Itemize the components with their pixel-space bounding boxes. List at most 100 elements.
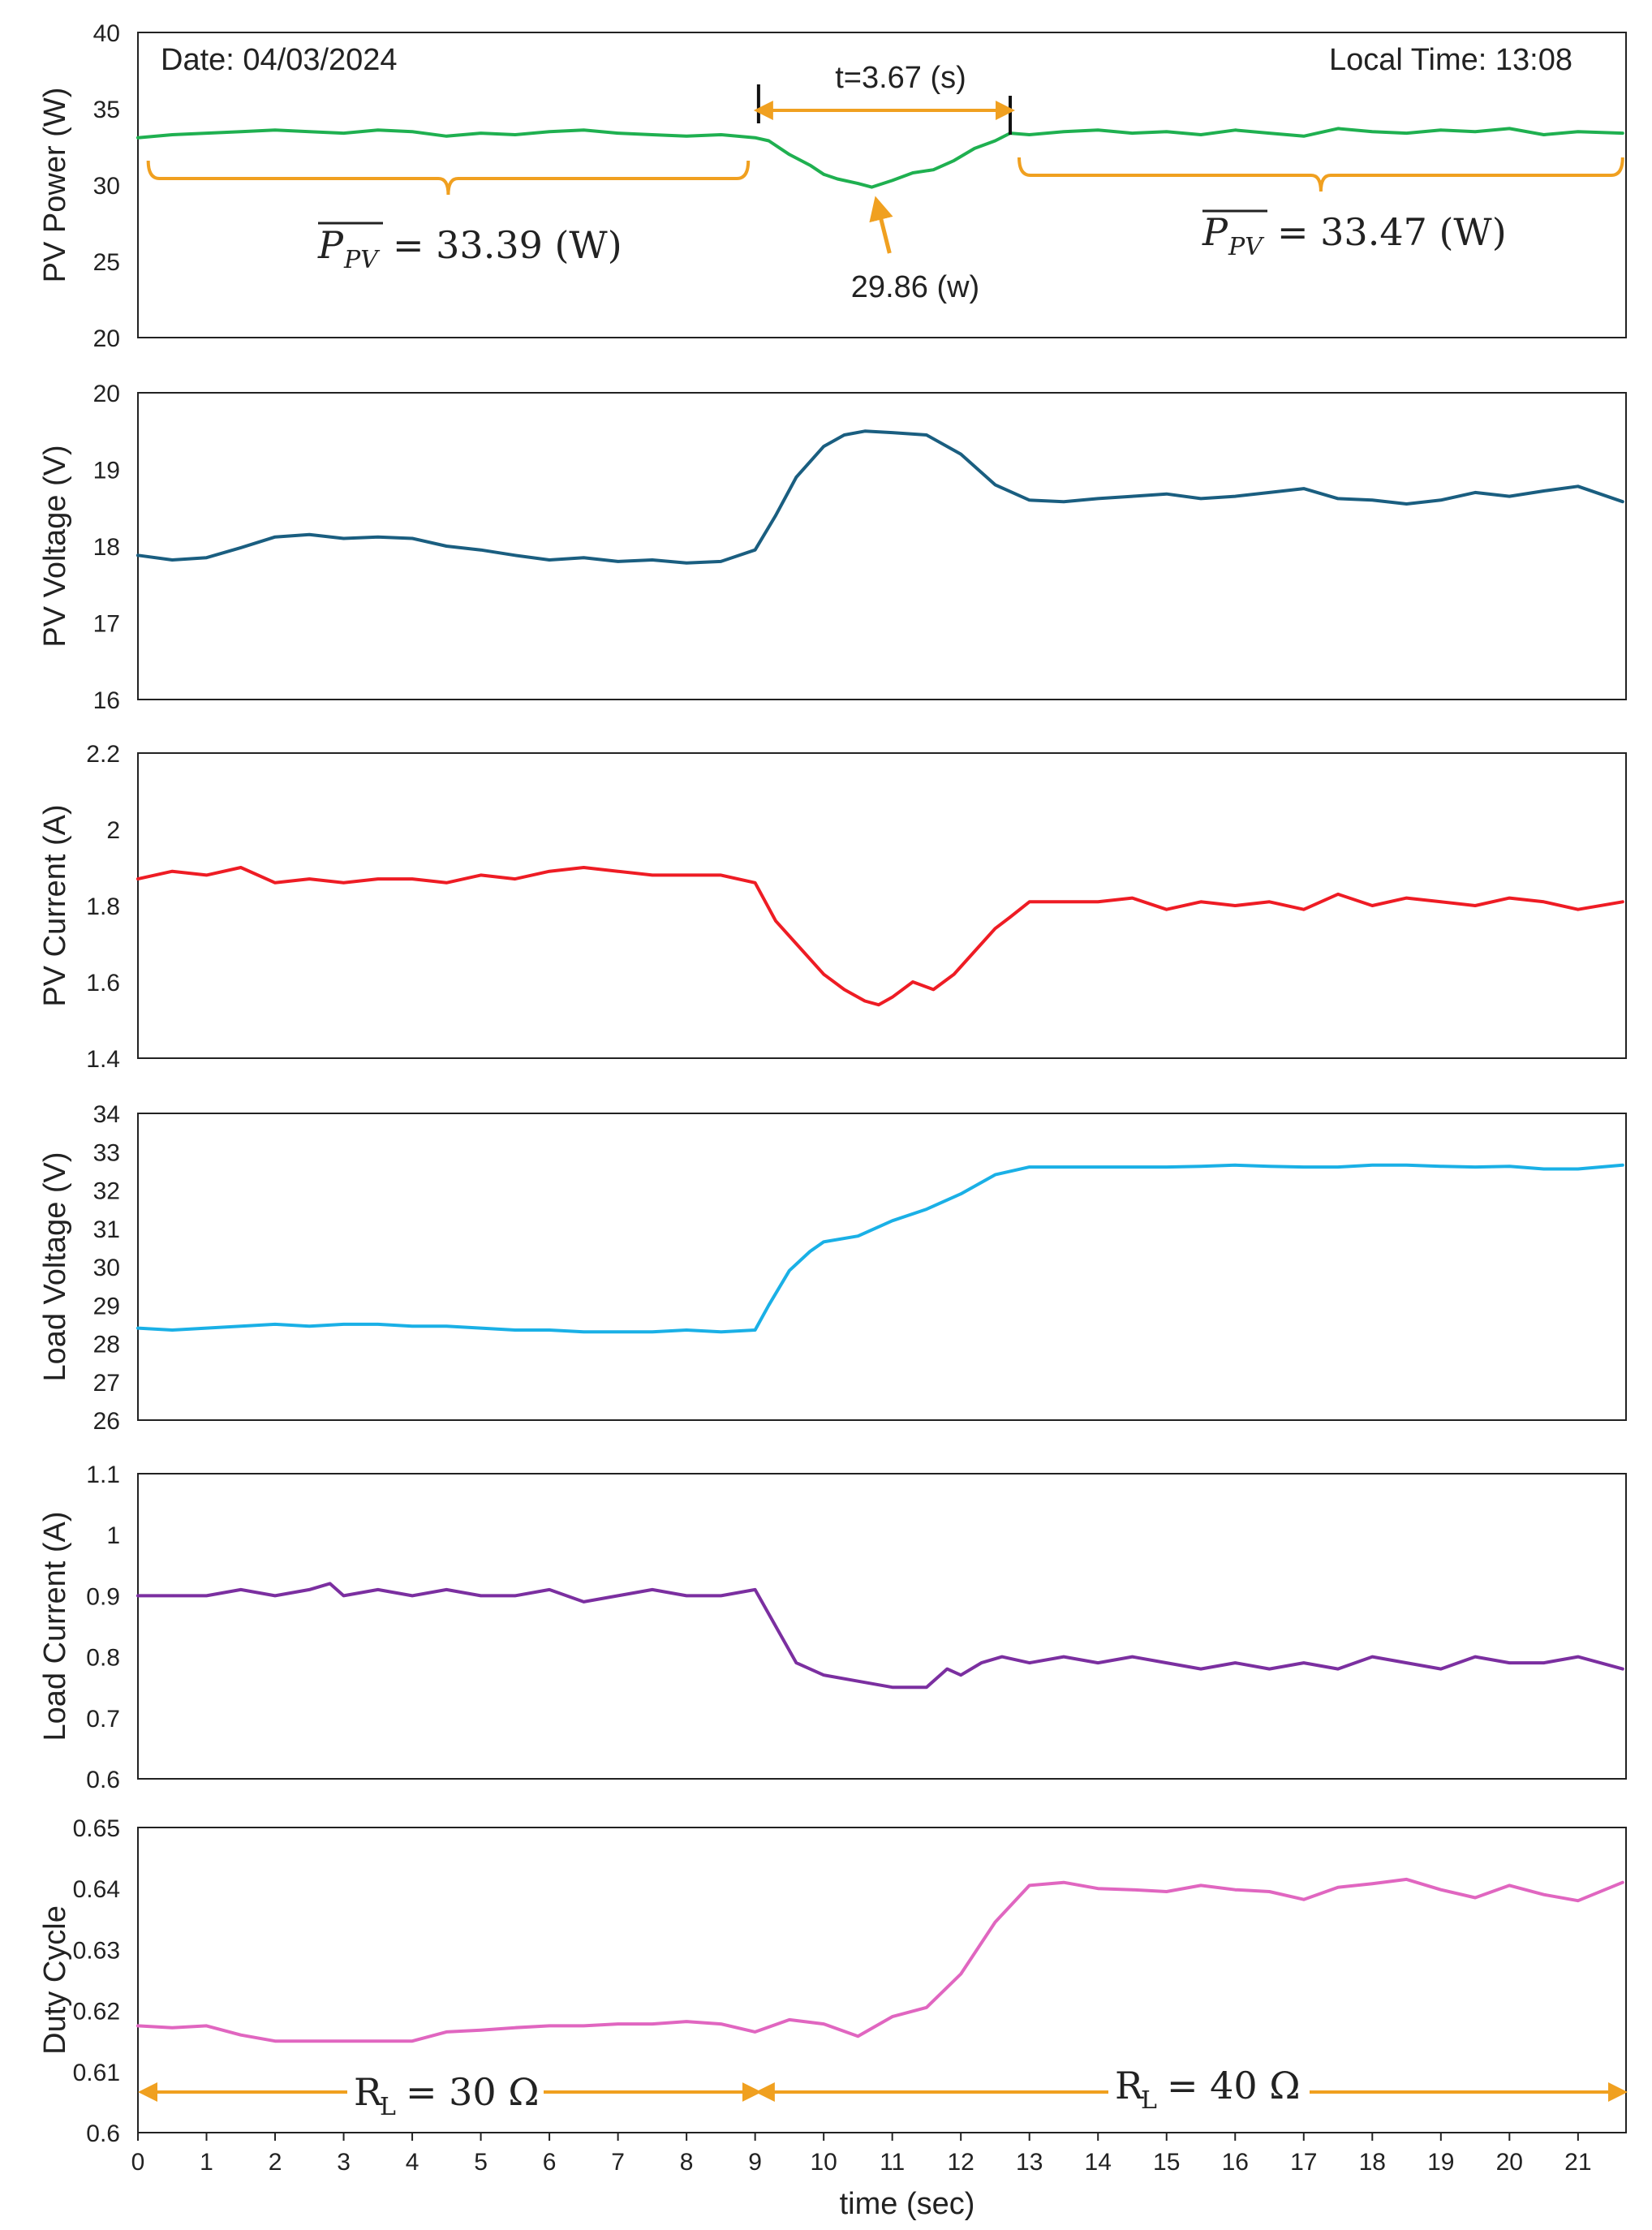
y-tick-label: 1.6	[86, 970, 120, 997]
data-point	[548, 2024, 551, 2027]
data-point	[1370, 1882, 1374, 1885]
data-point	[754, 136, 757, 140]
data-point	[136, 2024, 140, 2027]
y-axis-label: Load Voltage (V)	[38, 1152, 72, 1381]
y-tick-label: 1	[106, 1522, 120, 1549]
data-point	[959, 1192, 962, 1195]
data-point	[514, 1328, 517, 1332]
rl-left-formula: R L = 30 Ω	[347, 2068, 544, 2121]
data-point	[1028, 900, 1031, 903]
data-point	[1165, 130, 1168, 133]
data-point	[308, 2039, 311, 2043]
data-point	[1508, 897, 1511, 900]
data-point	[1062, 500, 1065, 503]
data-point	[170, 558, 174, 562]
rl-right-value: = 40 Ω	[1167, 2064, 1300, 2107]
data-point	[1062, 1655, 1065, 1659]
data-point	[548, 1588, 551, 1591]
data-point	[1302, 1661, 1306, 1664]
data-point	[1131, 1165, 1134, 1169]
x-tick-label: 11	[880, 2149, 905, 2176]
data-point	[1439, 900, 1443, 903]
data-point	[342, 1323, 345, 1326]
data-point	[1577, 130, 1580, 133]
data-point	[308, 533, 311, 536]
data-point	[1439, 1888, 1443, 1892]
data-point	[273, 1323, 277, 1326]
mean-left-symbol: P	[317, 223, 344, 267]
y-axis-label: PV Power (W)	[38, 88, 72, 283]
rl-right-label-bg	[1108, 2061, 1310, 2115]
data-point	[514, 553, 517, 557]
data-point	[651, 2022, 654, 2026]
data-point	[1508, 495, 1511, 498]
data-point	[1165, 1165, 1168, 1169]
y-tick-label: 0.61	[73, 2060, 120, 2086]
data-point	[994, 140, 996, 142]
data-point	[877, 1003, 880, 1006]
data-point	[205, 2024, 208, 2027]
x-tick-label: 17	[1290, 2149, 1317, 2176]
mean-left-formula: P PV = 33.39 (W)	[317, 222, 622, 274]
data-point	[1542, 1893, 1546, 1896]
local-time-label: Local Time: 13:08	[1329, 43, 1572, 77]
data-point	[342, 1594, 345, 1597]
data-point	[239, 2034, 243, 2037]
data-point	[582, 1330, 585, 1333]
y-tick-label: 0.64	[73, 1876, 120, 1903]
data-point	[411, 877, 414, 880]
data-point	[1621, 900, 1624, 903]
x-tick-label: 4	[406, 2149, 419, 2176]
data-point	[822, 445, 825, 448]
x-tick-label: 13	[1016, 2149, 1043, 2176]
y-tick-label: 31	[93, 1216, 120, 1243]
data-point	[376, 1588, 380, 1591]
data-point	[1508, 1661, 1511, 1664]
data-point	[1336, 497, 1340, 500]
data-point	[342, 131, 345, 135]
data-point	[925, 2006, 928, 2009]
y-axis-label: PV Current (A)	[38, 804, 72, 1006]
data-point	[863, 429, 867, 433]
y-tick-label: 0.9	[86, 1583, 120, 1610]
plot-frame	[137, 1827, 1627, 2133]
series-line	[136, 866, 1624, 1007]
data-point	[1062, 900, 1065, 903]
data-point	[994, 483, 996, 486]
data-point	[1370, 1164, 1374, 1167]
y-axis-label: Load Current (A)	[38, 1511, 72, 1741]
data-point	[480, 549, 483, 552]
x-tick-label: 21	[1564, 2149, 1591, 2176]
data-point	[445, 1588, 448, 1591]
data-point	[685, 2020, 688, 2023]
data-point	[1028, 1165, 1031, 1169]
plot-frame	[137, 392, 1627, 700]
data-point	[1370, 904, 1374, 907]
data-point	[651, 133, 654, 136]
data-point	[856, 1680, 859, 1683]
data-point	[136, 877, 140, 880]
mean-left-brace	[146, 160, 751, 196]
data-point	[1199, 1668, 1202, 1671]
data-point	[239, 546, 243, 549]
data-point	[136, 1594, 140, 1597]
data-point	[1028, 133, 1031, 136]
data-point	[617, 560, 620, 563]
data-point	[994, 927, 996, 930]
y-tick-label: 1.1	[86, 1462, 120, 1488]
data-point	[1233, 128, 1237, 131]
data-point	[685, 1594, 688, 1597]
data-point	[856, 1234, 859, 1238]
data-point	[1302, 1165, 1306, 1169]
data-point	[788, 1269, 791, 1272]
data-point	[1508, 127, 1511, 130]
data-point	[1439, 1165, 1443, 1168]
x-tick-label: 7	[611, 2149, 625, 2176]
data-point	[308, 1324, 311, 1328]
data-point	[1028, 1661, 1031, 1664]
y-tick-label: 0.6	[86, 2120, 120, 2147]
data-point	[514, 2026, 517, 2030]
data-point	[856, 2034, 859, 2038]
data-point	[1336, 1165, 1340, 1169]
data-point	[973, 147, 976, 150]
